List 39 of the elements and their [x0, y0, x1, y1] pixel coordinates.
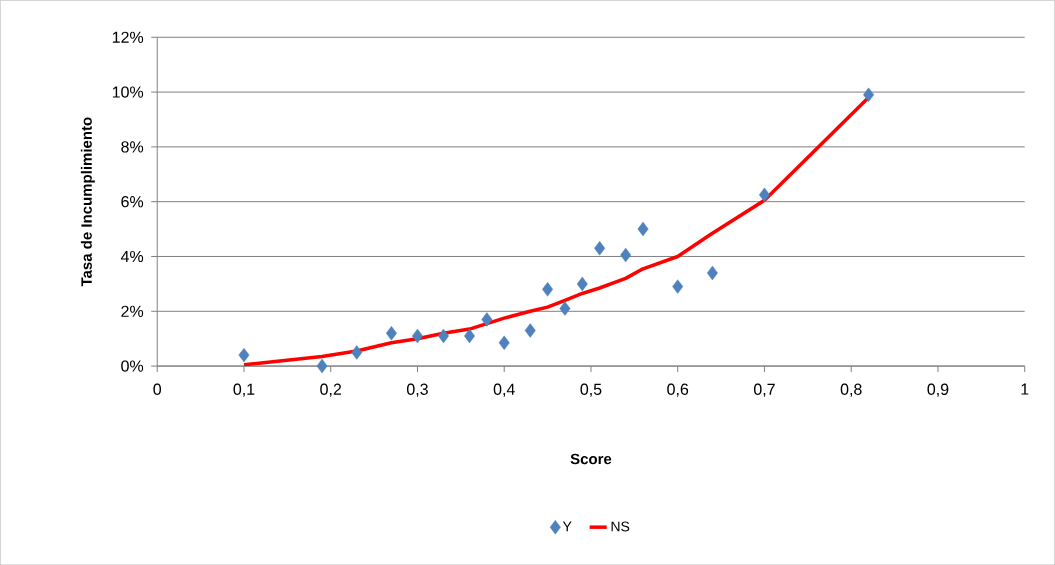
point: [238, 347, 250, 363]
point: [524, 323, 536, 338]
y-axis-title: Tasa de Incumplimiento: [80, 117, 95, 287]
point: [316, 358, 328, 374]
x-tick-label: 0,5: [580, 383, 602, 397]
y-tick-label: 12%: [112, 31, 144, 43]
point: [594, 240, 606, 256]
legend-label: Y: [562, 521, 572, 532]
point: [637, 221, 649, 237]
point: [385, 325, 397, 341]
point: [576, 276, 588, 291]
x-tick-label: 0,9: [927, 383, 949, 397]
point: [863, 87, 875, 102]
x-axis-title: Score: [570, 453, 612, 465]
y-tick-label: 4%: [120, 250, 144, 262]
x-tick-label: 0,6: [667, 383, 689, 397]
x-tick-label: 1: [1021, 383, 1029, 395]
x-tick-label: 0,4: [493, 383, 515, 397]
point: [559, 301, 571, 316]
point: [542, 282, 554, 297]
y-tick-label: 0%: [121, 360, 144, 372]
y-tick-label: 2%: [121, 305, 144, 317]
point: [672, 279, 684, 294]
point: [706, 265, 718, 280]
y-tick-label: 6%: [121, 195, 144, 208]
x-tick-label: 0,8: [840, 383, 862, 397]
x-tick-label: 0,3: [406, 383, 428, 397]
point: [759, 187, 770, 202]
x-tick-label: 0,7: [753, 383, 775, 397]
legend-label: NS: [611, 521, 630, 532]
point: [351, 345, 363, 360]
y-tick-label: 8%: [121, 141, 144, 153]
x-tick-label: 0,2: [320, 383, 342, 397]
point: [620, 247, 632, 263]
point: [481, 312, 493, 327]
y-tick-label: 10%: [112, 86, 144, 98]
point: [498, 335, 510, 350]
x-tick-label: 0,1: [233, 383, 255, 397]
x-tick-label: 0: [153, 383, 162, 395]
